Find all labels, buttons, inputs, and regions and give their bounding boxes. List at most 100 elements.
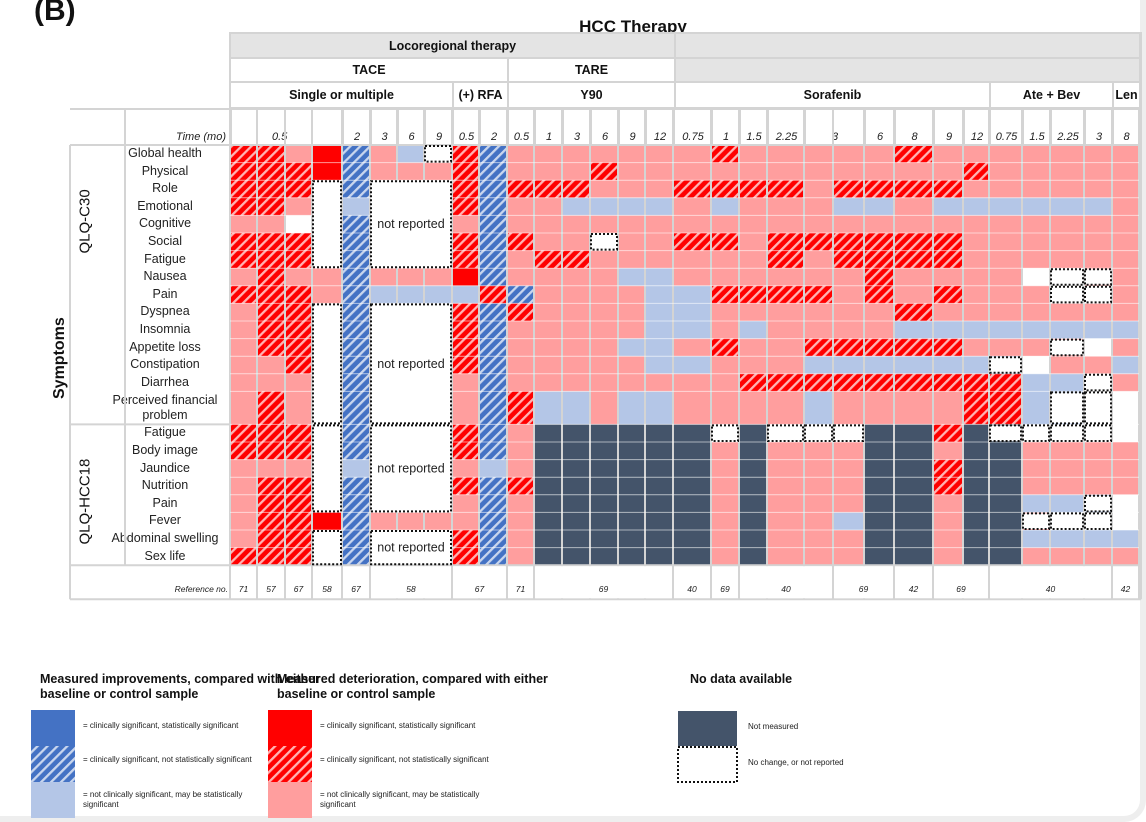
legend-improvement-1: = clinically significant, statistically … — [83, 721, 239, 730]
heatmap-cell — [645, 303, 673, 321]
heatmap-cell — [285, 530, 312, 548]
heatmap-cell — [739, 180, 767, 198]
no-change-cell — [1084, 512, 1112, 531]
heatmap-cell — [534, 303, 562, 321]
heatmap-cell — [257, 268, 285, 286]
header-tare: TARE — [507, 57, 676, 83]
heatmap-cell — [1084, 530, 1112, 548]
heatmap-cell — [711, 477, 739, 495]
reference-label: Reference no. — [174, 584, 228, 595]
heatmap-cell — [804, 162, 833, 181]
heatmap-cell — [645, 338, 673, 357]
heatmap-cell — [534, 477, 562, 495]
heatmap-cell — [804, 233, 833, 251]
heatmap-cell — [257, 424, 285, 442]
heatmap-cell — [590, 303, 618, 321]
heatmap-cell — [1050, 303, 1084, 321]
heatmap-cell — [833, 145, 864, 163]
heatmap-cell — [507, 162, 534, 181]
heatmap-cell — [894, 233, 933, 251]
heatmap-cell — [894, 215, 933, 233]
heatmap-cell — [285, 459, 312, 478]
no-change-cell — [1050, 391, 1084, 425]
heatmap-cell — [1112, 494, 1139, 513]
heatmap-cell — [479, 494, 507, 513]
heatmap-cell — [479, 197, 507, 216]
heatmap-cell — [673, 145, 711, 163]
legend-nodata-1: Not measured — [748, 722, 799, 731]
heatmap-cell — [739, 530, 767, 548]
legend-improvement-2: = clinically significant, not statistica… — [83, 755, 252, 764]
legend-nodata-2: No change, or not reported — [748, 758, 844, 767]
heatmap-cell — [342, 547, 370, 566]
row-label: Pain — [152, 286, 178, 301]
heatmap-cell — [452, 356, 479, 374]
heatmap-cell — [739, 391, 767, 425]
heatmap-cell — [963, 494, 989, 513]
heatmap-cell — [739, 477, 767, 495]
heatmap-cell — [285, 303, 312, 321]
heatmap-cell — [230, 512, 257, 530]
heatmap-cell — [833, 285, 864, 304]
heatmap-cell — [590, 530, 618, 548]
reference-number: 69 — [858, 584, 869, 595]
heatmap-cell — [767, 285, 804, 304]
heatmap-cell — [257, 547, 285, 566]
heatmap-cell — [739, 459, 767, 478]
heatmap-cell — [864, 233, 894, 251]
heatmap-cell — [989, 338, 1022, 357]
no-change-cell — [312, 530, 342, 566]
heatmap-cell — [767, 197, 804, 216]
no-change-cell — [1084, 268, 1112, 286]
heatmap-cell — [767, 268, 804, 286]
heatmap-cell — [590, 477, 618, 495]
heatmap-cell — [864, 356, 894, 374]
heatmap-cell — [397, 512, 424, 530]
heatmap-cell — [342, 321, 370, 339]
heatmap-cell — [507, 424, 534, 442]
heatmap-cell — [618, 547, 645, 566]
heatmap-cell — [864, 424, 894, 442]
heatmap-cell — [673, 215, 711, 233]
legend-deterioration-1: = clinically significant, statistically … — [320, 721, 476, 730]
row-label: Diarrhea — [141, 374, 189, 389]
heatmap-cell — [590, 459, 618, 478]
heatmap-cell — [1112, 547, 1139, 566]
heatmap-cell — [864, 250, 894, 269]
heatmap-cell — [230, 424, 257, 442]
heatmap-cell — [285, 250, 312, 269]
heatmap-cell — [1022, 442, 1050, 460]
heatmap-cell — [562, 215, 590, 233]
heatmap-cell — [534, 250, 562, 269]
heatmap-cell — [673, 477, 711, 495]
heatmap-cell — [534, 338, 562, 357]
heatmap-cell — [739, 494, 767, 513]
row-label: Constipation — [130, 357, 200, 372]
heatmap-cell — [645, 424, 673, 442]
heatmap-cell — [562, 162, 590, 181]
heatmap-cell — [479, 338, 507, 357]
heatmap-cell — [285, 145, 312, 163]
heatmap-cell — [833, 268, 864, 286]
heatmap-cell — [673, 547, 711, 566]
heatmap-cell — [645, 356, 673, 374]
heatmap-cell — [618, 530, 645, 548]
heatmap-cell — [739, 424, 767, 442]
heatmap-cell — [1112, 512, 1139, 530]
heatmap-cell — [257, 215, 285, 233]
heatmap-cell — [804, 356, 833, 374]
heatmap-cell — [507, 250, 534, 269]
heatmap-cell — [312, 268, 342, 286]
heatmap-cell — [933, 494, 963, 513]
heatmap-cell — [833, 215, 864, 233]
heatmap-cell — [739, 338, 767, 357]
heatmap-cell — [479, 303, 507, 321]
heatmap-cell — [645, 215, 673, 233]
heatmap-cell — [739, 512, 767, 530]
no-change-cell — [312, 424, 342, 513]
heatmap-cell — [673, 338, 711, 357]
heatmap-cell — [804, 442, 833, 460]
heatmap-cell — [1022, 477, 1050, 495]
heatmap-cell — [804, 547, 833, 566]
heatmap-cell — [397, 162, 424, 181]
